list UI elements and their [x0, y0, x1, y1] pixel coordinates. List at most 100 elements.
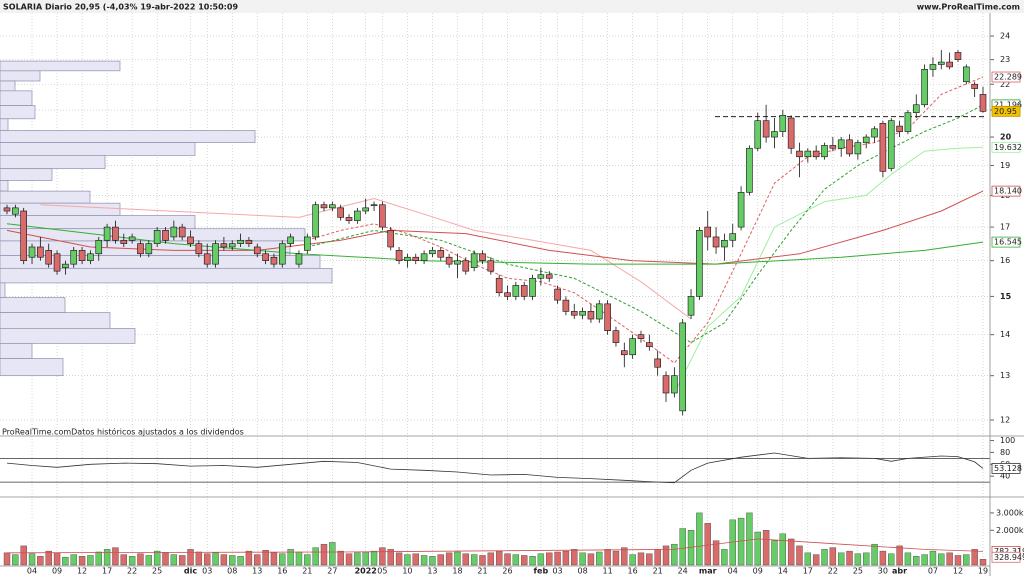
x-tick-label: 04	[728, 567, 738, 576]
volume-bar	[596, 551, 603, 566]
volume-bar	[153, 550, 161, 566]
candle-body	[128, 236, 136, 241]
candle-body	[270, 256, 278, 265]
volume-profile-bar	[0, 60, 121, 72]
last-value-label: 53.128	[994, 464, 1022, 473]
candle-body	[712, 236, 720, 248]
candle-body	[395, 250, 403, 261]
candle-body	[504, 292, 511, 297]
volume-bar	[495, 550, 503, 566]
candle-body	[470, 253, 478, 268]
volume-profile-bar	[0, 228, 306, 242]
volume-bar	[579, 552, 586, 566]
annotation: ProRealTime.comDatos históricos ajustado…	[2, 427, 244, 437]
x-tick-label: 09	[52, 567, 62, 576]
volume-bar	[704, 523, 711, 566]
candle-body	[646, 342, 653, 347]
x-tick-label: 19	[978, 567, 988, 576]
x-tick-label: 10	[402, 567, 412, 576]
volume-bar	[696, 512, 703, 566]
last-value-label-box	[991, 185, 1021, 197]
volume-bar	[354, 552, 361, 566]
candle-body	[954, 52, 962, 60]
volume-bar	[3, 552, 11, 566]
candle-body	[379, 204, 386, 228]
candle-body	[429, 250, 436, 255]
candle-body	[971, 83, 978, 89]
volume-bar	[863, 552, 870, 566]
last-value-label-box	[991, 462, 1021, 474]
candle-body	[362, 207, 370, 212]
candle-body	[53, 253, 61, 272]
candle-body	[28, 246, 36, 258]
volume-bar	[287, 549, 294, 566]
candle-body	[779, 115, 787, 132]
volume-bar	[504, 553, 511, 566]
volume-bar	[362, 551, 369, 566]
x-tick-label: 13	[427, 567, 437, 576]
volume-bar	[304, 554, 311, 566]
x-tick-label: 12	[953, 567, 963, 576]
volume-bar	[946, 552, 953, 566]
y-tick-label: 40	[1000, 472, 1010, 481]
x-tick-label: 21	[302, 567, 312, 576]
volume-bar	[120, 554, 127, 566]
y-tick-label: 12	[1000, 416, 1010, 425]
volume-bar	[295, 551, 303, 566]
volume-bar	[662, 545, 670, 566]
volume-profile-bar	[0, 168, 53, 181]
candle-body	[37, 246, 44, 258]
candle-body	[45, 250, 53, 265]
volume-bar	[320, 543, 328, 566]
candle-body	[95, 239, 103, 255]
volume-bar	[429, 556, 436, 566]
volume-profile-bar	[0, 327, 136, 344]
chart-title: SOLARIA Diario 20,95 (-4,03% 19-abr-2022…	[3, 3, 238, 12]
plot: 19.63218.14016.54522.28921.1961008060405…	[0, 50, 1024, 566]
candle-body	[904, 112, 912, 132]
volume-bar	[771, 540, 778, 566]
volume-bar	[370, 550, 378, 566]
candle-body	[195, 243, 203, 255]
y-tick-label: 24	[1000, 32, 1010, 41]
x-tick-label: 21	[653, 567, 663, 576]
candle-body	[3, 207, 11, 212]
volume-bar	[888, 553, 895, 566]
candle-body	[20, 210, 27, 261]
volume-bar	[12, 554, 19, 566]
volume-bar	[712, 540, 720, 566]
candle-body	[145, 243, 153, 255]
x-tick-label: 13	[252, 567, 262, 576]
volume-bar	[812, 554, 820, 566]
volume-profile-bar	[0, 105, 36, 120]
volume-bar	[254, 554, 261, 566]
volume-bar	[345, 553, 353, 566]
candle-body	[487, 260, 495, 272]
volume-profile-bar	[0, 358, 64, 377]
volume-bar	[629, 554, 636, 566]
volume-profile-bar	[0, 312, 111, 329]
x-tick-label: 17	[803, 567, 813, 576]
volume-profile-bar	[0, 155, 106, 170]
x-tick-label: 03	[202, 567, 212, 576]
candle-body	[404, 256, 411, 261]
volume-bar	[312, 547, 319, 566]
volume-bar	[112, 547, 119, 566]
volume-bar	[195, 551, 203, 566]
y-tick-label: 100	[1000, 436, 1015, 445]
volume-bar	[913, 556, 920, 566]
volume-bar	[87, 555, 94, 566]
candle-body	[537, 274, 545, 279]
x-tick-label: 09	[753, 567, 763, 576]
candle-body	[963, 66, 970, 83]
candle-body	[862, 136, 870, 143]
y-tick-label: 80	[1000, 448, 1010, 457]
candle-body	[87, 253, 94, 261]
indicator-line	[6, 190, 984, 265]
candle-body	[671, 375, 678, 394]
x-tick-label: 11	[603, 567, 613, 576]
x-tick-label: 30	[878, 567, 888, 576]
x-tick-label: 03	[552, 567, 562, 576]
last-value-label-box	[991, 551, 1021, 563]
